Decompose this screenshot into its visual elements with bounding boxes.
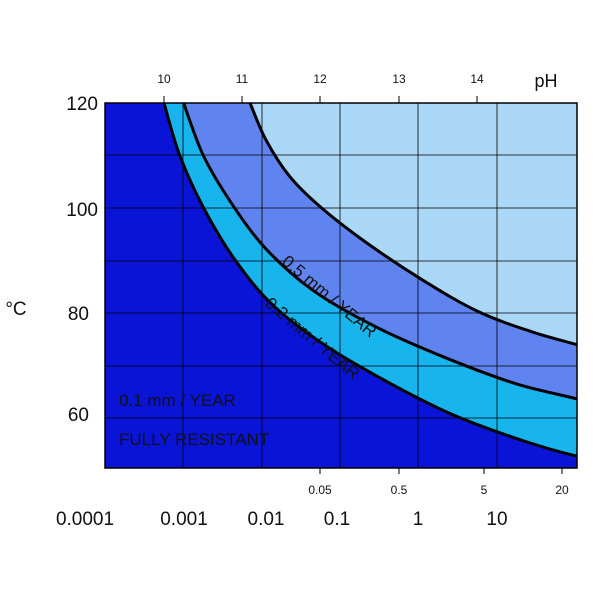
top-tick-label: 12 <box>313 72 327 86</box>
boundary-curve-0.2mm <box>182 103 577 401</box>
bottom-inner-tick-label: 20 <box>555 483 569 497</box>
bottom-inner-tick-label: 0.05 <box>308 483 332 497</box>
boundary-curve-0.5mm <box>248 103 577 347</box>
region-label-0.1mm-per-year: 0.1 mm / YEAR <box>119 391 236 410</box>
y-tick-label: 60 <box>68 405 89 426</box>
bottom-outer-tick-label: 0.0001 <box>56 509 114 530</box>
grid-lines <box>105 103 577 468</box>
y-tick-label: 100 <box>66 200 98 221</box>
bottom-outer-tick-label: 0.01 <box>248 509 285 530</box>
top-tick-label: 11 <box>236 72 249 86</box>
bottom-inner-tick-label: 0.5 <box>391 483 408 497</box>
y-axis-title: °C <box>5 299 26 320</box>
top-tick-label: 14 <box>470 72 484 86</box>
top-tick-label: 13 <box>392 72 406 86</box>
boundary-curve-0.1mm <box>162 103 577 458</box>
bottom-outer-tick-label: 10 <box>486 509 507 530</box>
bottom-outer-tick-label: 1 <box>413 509 424 530</box>
top-axis-title: pH <box>534 71 557 91</box>
bottom-outer-tick-label: 0.001 <box>160 509 208 530</box>
bottom-outer-axis: 0.0001 0.001 0.01 0.1 1 10 <box>56 509 508 530</box>
top-tick-label: 10 <box>157 72 171 86</box>
y-tick-label: 120 <box>66 94 98 115</box>
bottom-outer-tick-label: 0.1 <box>324 509 350 530</box>
left-axis: 120 100 80 60 °C <box>5 94 98 426</box>
y-tick-label: 80 <box>68 304 89 325</box>
top-axis: 10 11 12 13 14 pH <box>157 71 558 103</box>
region-0.1mm-per-year <box>105 103 577 468</box>
bottom-inner-tick-label: 5 <box>481 483 488 497</box>
region-label-fully-resistant: FULLY RESISTANT <box>119 430 269 449</box>
plot-frame <box>104 102 578 469</box>
bottom-inner-axis: 0.05 0.5 5 20 <box>308 468 569 497</box>
